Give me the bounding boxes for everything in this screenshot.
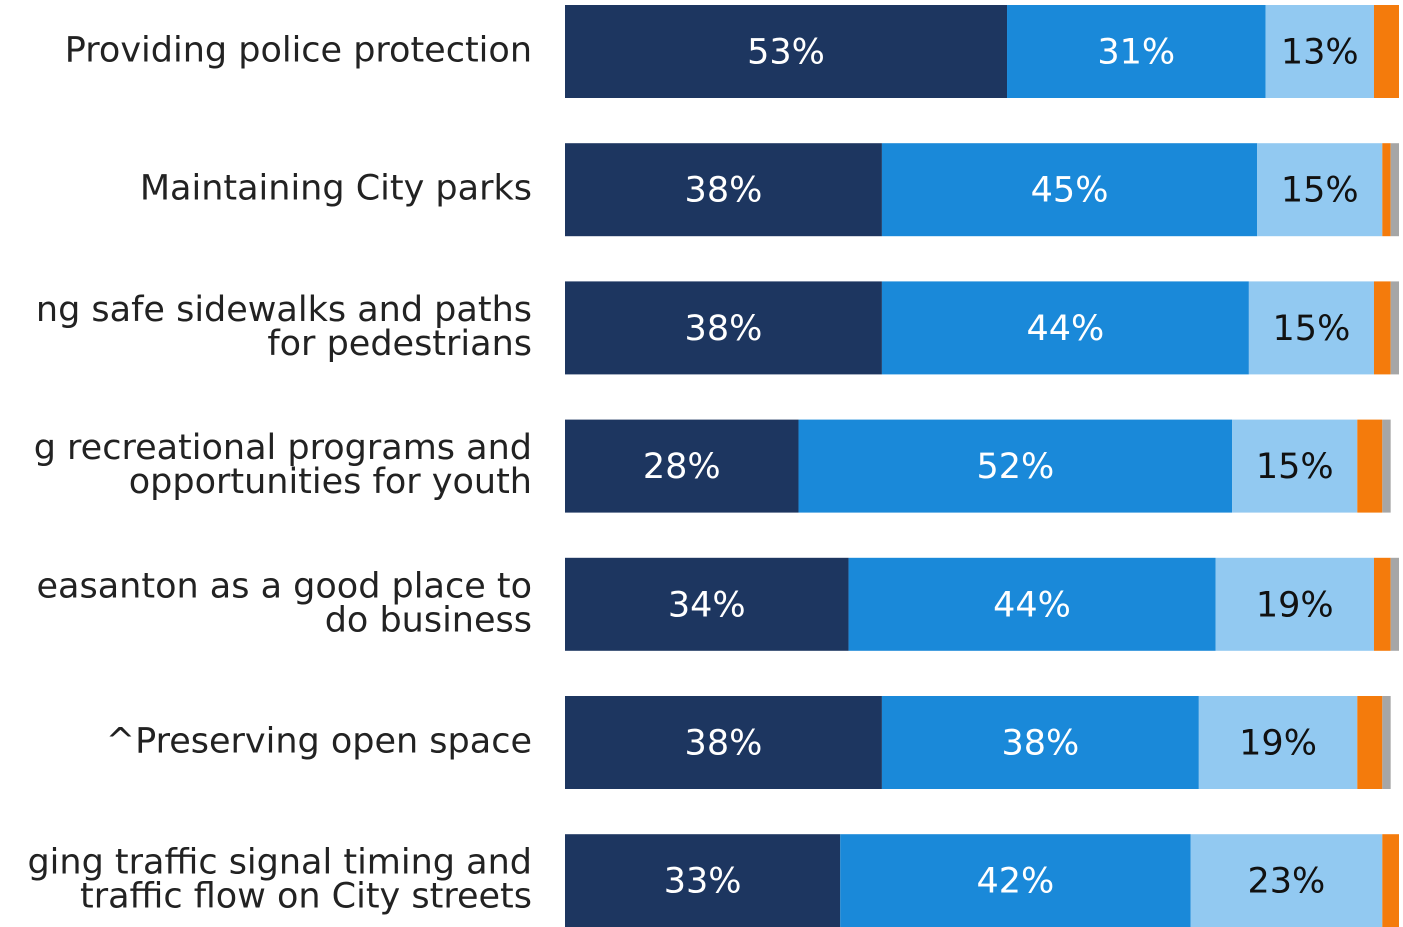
category-label: do business: [325, 600, 532, 640]
category-label: g recreational programs and: [34, 428, 532, 468]
value-label: 19%: [1239, 724, 1317, 764]
value-label: 28%: [643, 447, 721, 487]
bar-segment: [1248, 281, 1374, 375]
value-label: 31%: [1097, 33, 1175, 73]
value-label: 33%: [664, 862, 742, 902]
value-label: 38%: [1001, 724, 1079, 764]
category-label: Providing police protection: [65, 31, 532, 71]
bar-segment: [1215, 557, 1374, 651]
bar-segment: [1373, 5, 1399, 98]
bar-segment: [1190, 834, 1383, 927]
bar-segment: [1373, 557, 1391, 651]
value-label: 45%: [1031, 171, 1109, 211]
value-label: 15%: [1256, 447, 1334, 487]
category-label: ^Preserving open space: [106, 722, 532, 762]
bar-segment: [1198, 696, 1358, 789]
bar-segment: [1382, 834, 1399, 927]
bar-segment: [798, 419, 1233, 513]
bar-segment: [1390, 143, 1399, 237]
value-label: 44%: [993, 585, 1071, 625]
bar-segment: [840, 834, 1191, 927]
category-label: for pedestrians: [267, 324, 532, 364]
bar-segment: [881, 696, 1199, 789]
bar-segment: [565, 5, 1008, 98]
bar-segment: [1265, 5, 1374, 98]
value-label: 34%: [668, 585, 746, 625]
bar-segment: [1357, 419, 1383, 513]
bar-segment: [881, 281, 1249, 375]
value-label: 53%: [747, 33, 825, 73]
bar-segment: [565, 281, 882, 375]
bar-segment: [1382, 696, 1391, 789]
value-label: 23%: [1248, 862, 1326, 902]
value-label: 15%: [1281, 171, 1359, 211]
value-label: 38%: [685, 309, 763, 349]
bar-segment: [565, 557, 849, 651]
bar-segment: [881, 143, 1258, 237]
value-label: 52%: [976, 447, 1054, 487]
category-label: ng safe sidewalks and paths: [36, 290, 532, 330]
category-label: ging traffic signal timing and: [27, 843, 532, 883]
bar-segment: [1373, 281, 1391, 375]
value-label: 42%: [976, 862, 1054, 902]
category-label: opportunities for youth: [129, 462, 532, 502]
bar-segment: [1382, 419, 1391, 513]
value-label: 19%: [1256, 585, 1334, 625]
bar-segment: [1357, 696, 1383, 789]
value-label: 13%: [1281, 33, 1359, 73]
bar-segment: [1257, 143, 1383, 237]
category-label: Maintaining City parks: [140, 169, 532, 209]
value-label: 44%: [1027, 309, 1105, 349]
bar-segment: [1390, 281, 1399, 375]
bar-segment: [565, 696, 882, 789]
bar-segment: [565, 419, 799, 513]
value-label: 38%: [685, 724, 763, 764]
bar-segment: [565, 834, 841, 927]
category-label: easanton as a good place to: [37, 566, 533, 606]
category-label: traffic flow on City streets: [80, 877, 532, 917]
bar-segment: [848, 557, 1216, 651]
bar-segment: [1390, 557, 1399, 651]
bar-segment: [1007, 5, 1266, 98]
bar-segment: [1232, 419, 1358, 513]
bar-segment: [1382, 143, 1391, 237]
value-label: 15%: [1273, 309, 1351, 349]
value-label: 38%: [685, 171, 763, 211]
bar-segment: [565, 143, 882, 237]
